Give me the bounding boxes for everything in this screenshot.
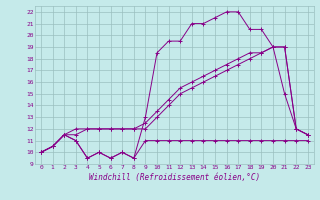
- X-axis label: Windchill (Refroidissement éolien,°C): Windchill (Refroidissement éolien,°C): [89, 173, 260, 182]
